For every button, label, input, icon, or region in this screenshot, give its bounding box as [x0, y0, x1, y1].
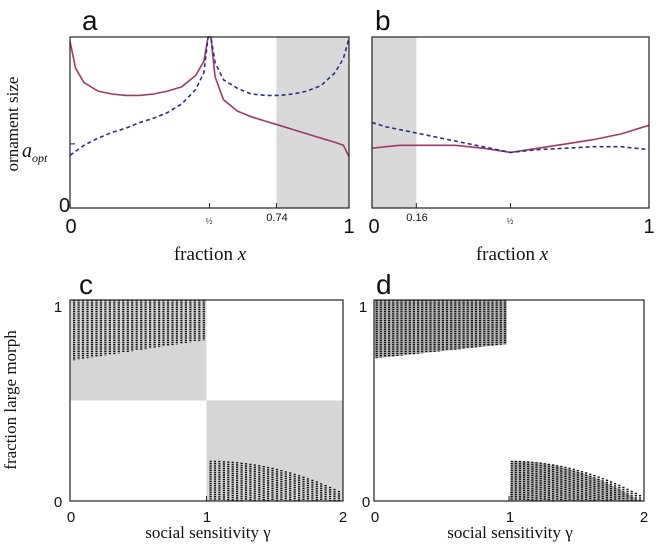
panel-b-series-dashed: [371, 121, 650, 154]
panel-d-letter: d: [376, 269, 392, 300]
panel-a-shaded-regions: [276, 37, 349, 208]
panel-c-ytick-1: 1: [54, 299, 62, 316]
panel-b-xlabel-var: x: [539, 244, 549, 265]
panel-a-xtick-half: ½: [206, 216, 213, 226]
panel-a-xtick-0: 0: [65, 216, 76, 238]
panel-c-shade-0: [70, 300, 207, 401]
panel-c: c 1 0 0 1 2 social sensitivity γ fractio…: [1, 269, 347, 542]
panel-b-xtick-0: 0: [368, 216, 379, 238]
panel-d-band-fill-1: [509, 460, 642, 501]
panel-a-xtick-074: 0.74: [266, 212, 287, 224]
panel-a-xlabel-text: fraction: [174, 244, 234, 265]
panel-b: b 0 0.16 ½ 1 fraction x: [368, 5, 654, 265]
panel-d-xtick-2: 2: [640, 509, 648, 526]
panel-d-ytick-0: 0: [362, 494, 370, 511]
a-opt-sub: opt: [32, 151, 48, 165]
panel-a: a 0 aopt 0 ½ 0.74 1 fraction x ornament …: [3, 5, 355, 265]
panel-b-xtick-1: 1: [643, 216, 654, 238]
panel-c-ticks: [69, 299, 344, 502]
panel-a-letter: a: [82, 5, 98, 36]
panel-d-xtick-1: 1: [506, 509, 514, 526]
panel-b-shaded-regions: [372, 37, 417, 208]
panel-a-ylabel: ornament size: [3, 77, 22, 172]
panel-d-ticks: [373, 299, 645, 502]
panel-c-ytick-0: 0: [54, 494, 62, 511]
panel-c-shade-1: [206, 400, 343, 501]
panel-a-y-zero: 0: [59, 195, 70, 217]
panel-d-xlabel: social sensitivity γ: [447, 523, 573, 542]
panel-a-xlabel-var: x: [237, 244, 247, 265]
panel-c-xtick-1: 1: [203, 509, 211, 526]
panel-d-band-fill-0: [374, 300, 507, 359]
panel-b-xtick-016: 0.16: [406, 212, 427, 224]
panel-d-bands: [374, 300, 642, 501]
panel-a-shade-0: [276, 37, 349, 208]
panel-b-letter: b: [375, 5, 391, 36]
panel-c-bands: [72, 300, 340, 501]
panel-c-xtick-2: 2: [339, 509, 347, 526]
panel-d-ytick-1: 1: [359, 299, 367, 316]
panel-d: d 1 0 0 1 2 social sensitivity γ: [359, 269, 648, 542]
panel-c-xtick-0: 0: [67, 509, 75, 526]
panel-b-series: [371, 121, 650, 154]
panel-a-xtick-1: 1: [343, 216, 354, 238]
panel-a-ticks: [69, 143, 350, 208]
panel-b-xtick-half: ½: [507, 216, 514, 226]
panel-c-ylabel: fraction large morph: [1, 330, 20, 470]
a-opt-main: a: [22, 140, 32, 162]
panel-b-xlabel: fraction x: [476, 244, 549, 265]
panel-b-shade-0: [372, 37, 417, 208]
panel-a-y-ref-label: aopt: [22, 140, 48, 165]
panel-d-xtick-0: 0: [371, 509, 379, 526]
panel-b-xlabel-text: fraction: [476, 244, 536, 265]
panel-b-ticks: [371, 203, 650, 208]
panel-c-shaded-regions: [70, 300, 343, 501]
panel-c-xlabel: social sensitivity γ: [145, 523, 271, 542]
panel-c-letter: c: [79, 269, 93, 300]
panel-a-xlabel: fraction x: [174, 244, 247, 265]
